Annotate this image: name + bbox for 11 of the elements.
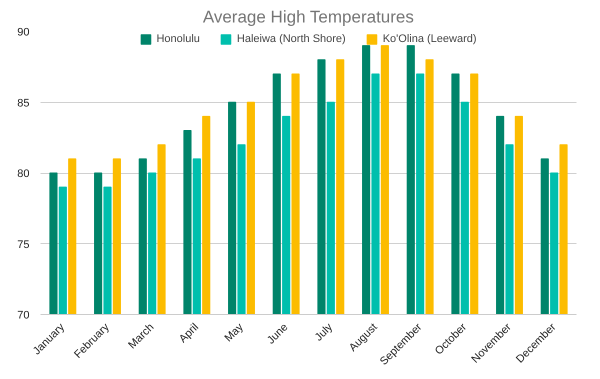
legend-label: Ko'Olina (Leeward) <box>382 33 477 45</box>
y-tick-label: 75 <box>17 238 30 251</box>
x-tick-label: July <box>312 320 336 344</box>
legend-label: Haleiwa (North Shore) <box>236 33 346 45</box>
y-tick-label: 80 <box>17 168 30 180</box>
y-tick-label: 70 <box>17 310 30 322</box>
chart-title: Average High Temperatures <box>202 8 414 26</box>
y-tick-label: 85 <box>17 97 30 110</box>
x-tick-label: May <box>222 320 246 344</box>
legend-label: Honolulu <box>156 33 200 45</box>
y-tick-label: 90 <box>17 26 30 38</box>
